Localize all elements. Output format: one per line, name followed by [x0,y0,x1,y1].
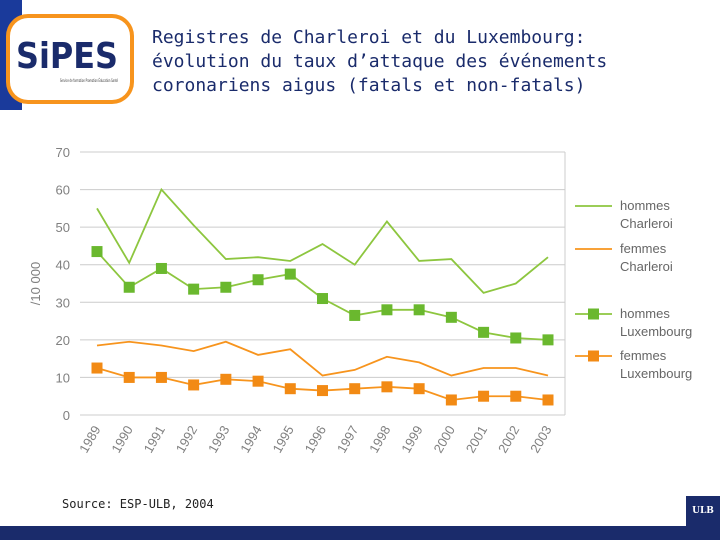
footer-bar [0,526,720,540]
data-point [317,293,328,305]
series-femmes-luxembourg [91,362,554,406]
x-axis-ticks: 1989 1990 1991 1992 1993 1994 1995 1996 1997 1998… [76,423,554,456]
data-point [284,268,296,280]
legend-label: femmes [620,348,667,363]
data-point [510,390,522,402]
sipes-logo-tagline: Service de formation Promotion Éducation… [60,78,118,83]
data-point [188,283,200,295]
chart-series [91,187,554,406]
data-point [91,362,103,374]
data-point [91,246,103,258]
series-hommes-luxembourg [91,246,554,346]
x-tick-label: 2002 [495,423,522,456]
y-tick-label: 20 [56,333,70,348]
x-tick-label: 1990 [108,423,135,456]
data-point [123,371,135,383]
data-point [413,304,425,316]
data-point [155,371,167,383]
data-point [445,311,457,323]
y-tick-label: 40 [56,258,70,273]
legend-label: Charleroi [620,259,673,274]
series-line [96,340,549,377]
data-point [542,394,554,406]
series-line [96,187,549,294]
title-line-2: évolution du taux d’attaque des événemen… [152,51,608,72]
y-axis-ticks: 0 10 20 30 40 50 60 70 [56,145,70,423]
x-tick-label: 1999 [398,423,425,456]
legend-label: Charleroi [620,216,673,231]
legend-label: hommes [620,198,670,213]
title-line-1: Registres de Charleroi et du Luxembourg: [152,27,586,48]
page-title: Registres de Charleroi et du Luxembourg:… [152,26,712,98]
data-point [252,375,264,387]
data-point [542,334,554,346]
source-note: Source: ESP-ULB, 2004 [62,497,214,511]
x-tick-label: 1996 [302,423,329,456]
data-point [478,390,490,402]
legend-label: hommes [620,306,670,321]
y-tick-label: 0 [63,408,70,423]
title-line-3: coronariens aigus (fatals et non-fatals) [152,75,586,96]
data-point [317,385,328,397]
legend-label: Luxembourg [620,366,692,381]
data-point [478,326,490,338]
data-point [445,394,457,406]
y-tick-label: 50 [56,220,70,235]
data-point [155,262,167,274]
sipes-logo-text: SiPES [16,36,118,77]
x-tick-label: 1992 [173,423,200,456]
data-point [220,281,232,293]
data-point [381,381,393,393]
data-point [381,304,393,316]
x-tick-label: 1991 [141,423,168,456]
x-tick-label: 1993 [205,423,232,456]
legend-item: femmes Luxembourg [575,348,692,381]
sipes-logo: SiPES Service de formation Promotion Édu… [0,0,140,110]
x-tick-label: 1995 [269,423,296,456]
y-tick-label: 10 [56,370,70,385]
data-point [220,373,232,385]
y-tick-label: 70 [56,145,70,160]
x-tick-label: 2003 [527,423,554,456]
data-point [284,383,296,395]
x-tick-label: 1994 [237,423,264,456]
data-point [349,309,361,321]
legend-label: Luxembourg [620,324,692,339]
data-point [123,281,135,293]
legend-item: hommes Luxembourg [575,306,692,339]
data-point [188,379,200,391]
legend-item: hommes Charleroi [575,198,673,231]
y-axis-label: /10 000 [28,262,43,305]
y-tick-label: 30 [56,295,70,310]
data-point [413,383,425,395]
chart-legend: hommes Charleroi femmes Charleroi hommes Luxe… [575,198,692,381]
legend-swatch-marker [588,308,599,320]
series-femmes-charleroi [96,340,549,377]
legend-item: femmes Charleroi [575,241,673,274]
data-point [252,274,264,286]
y-tick-label: 60 [56,183,70,198]
data-point [349,383,361,395]
series-hommes-charleroi [96,187,549,294]
x-tick-label: 2000 [431,423,458,456]
x-tick-label: 2001 [463,423,490,456]
x-tick-label: 1997 [334,423,361,456]
x-tick-label: 1989 [76,423,103,456]
legend-swatch-marker [588,350,599,362]
data-point [510,332,522,344]
x-tick-label: 1998 [366,423,393,456]
ulb-logo: ULB [686,496,720,526]
legend-label: femmes [620,241,667,256]
